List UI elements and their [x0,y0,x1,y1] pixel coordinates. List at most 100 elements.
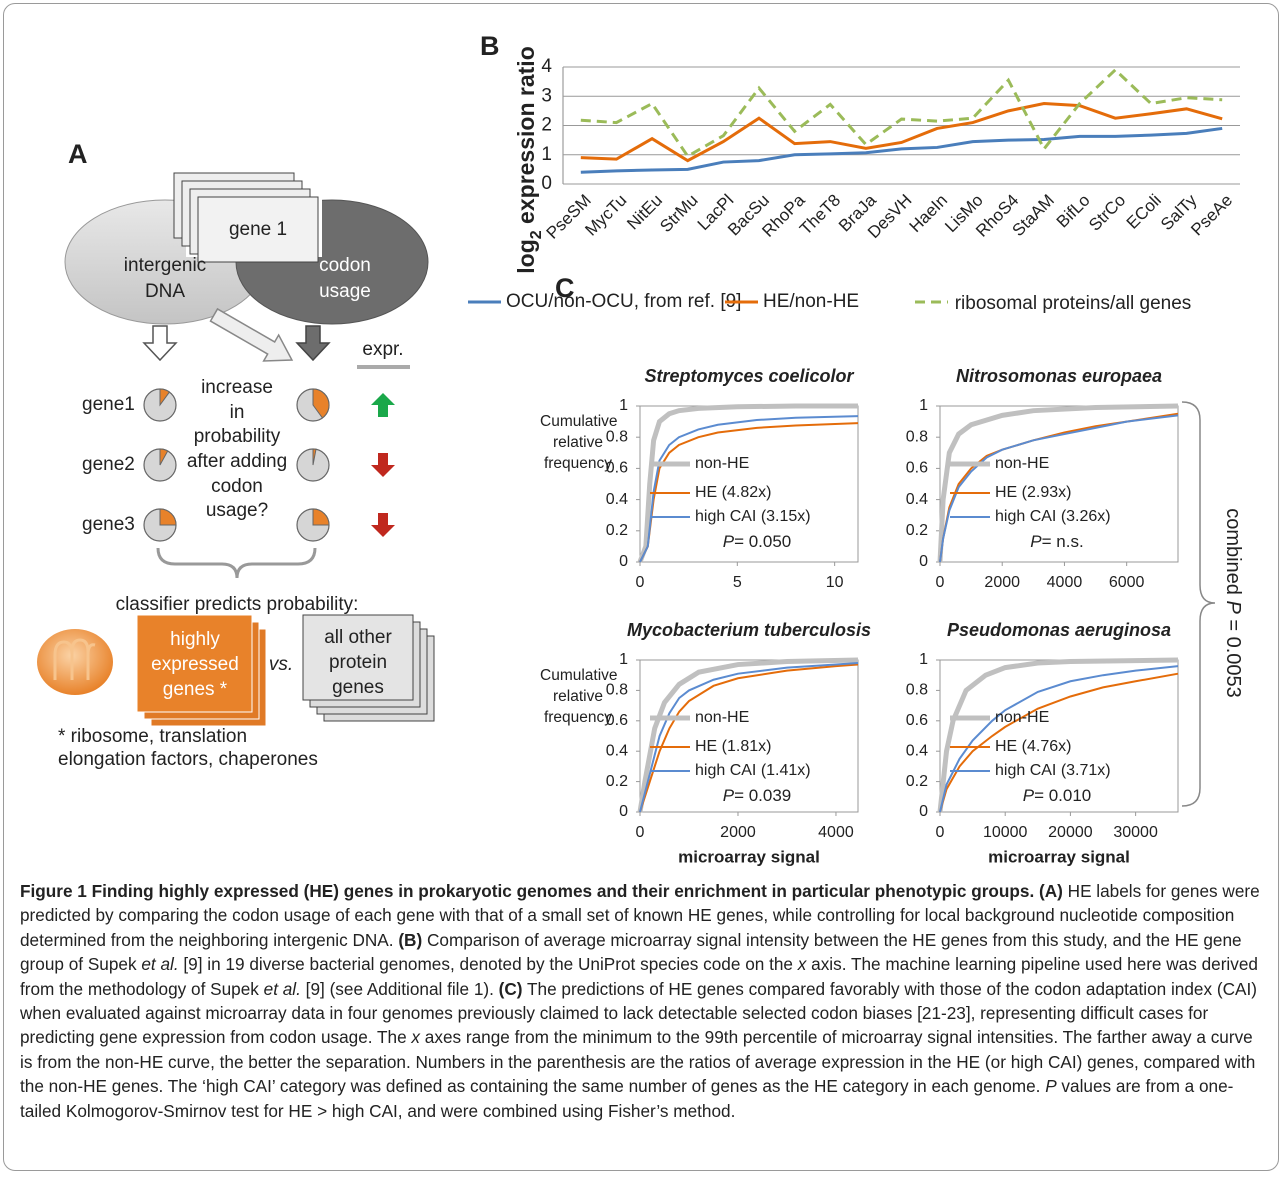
gene-label: gene3 [82,514,135,535]
y-tick-label: 0.6 [906,460,928,477]
arrow [297,326,329,360]
x-tick-label: TheT8 [796,191,844,239]
caption-run: [9] in 19 diverse bacterial genomes, den… [179,954,798,974]
arrow [144,326,176,360]
caption-run: [9] (see Additional file 1). [301,979,499,999]
x-tick-label: BifLo [1053,191,1094,232]
y-axis-label: Cumulative relative frequency [540,665,616,728]
y-tick-label: 1 [919,397,928,414]
x-tick-label: 6000 [1109,574,1145,591]
y-tick-label: 0 [619,803,628,820]
caption-run: et al. [141,954,178,974]
series-line [581,128,1222,172]
x-tick-label: EColi [1123,191,1165,233]
x-tick-label: PseSM [543,191,595,243]
expr-header: expr. [362,339,403,360]
caption-run: (B) [398,930,422,950]
y-tick-label: 1 [541,144,552,165]
y-tick-label: 3 [541,85,552,106]
x-tick-label: 10000 [983,824,1028,841]
y-tick-label: 4 [541,56,552,77]
legend-label: HE/non-HE [763,291,859,312]
y-tick-label: 0.6 [906,712,928,729]
classifier-text: classifier predicts probability: [116,594,359,615]
legend-label: HE (1.81x) [695,738,771,755]
y-label-part: expression ratio [513,46,539,230]
pie-slice [160,509,176,525]
legend-label: high CAI (3.15x) [695,508,811,525]
x-axis-label: microarray signal [678,847,820,866]
p-value-part: P [723,532,735,551]
p-value: P= 0.039 [723,786,792,805]
y-tick-label: 0.2 [606,522,628,539]
x-tick-label: PseAe [1187,191,1236,240]
x-tick-label: 30000 [1113,824,1158,841]
question: usage? [206,500,268,521]
card-text: expressed [151,654,239,675]
x-tick-label: 0 [636,824,645,841]
legend-label: OCU/non-OCU, from ref. [9] [506,291,741,312]
gene-label: gene2 [82,454,135,475]
shape-label: DNA [145,281,185,302]
y-tick-label: 0 [919,553,928,570]
x-tick-label: 2000 [984,574,1020,591]
card-text: genes * [163,679,228,700]
p-value: P= 0.050 [723,532,792,551]
card-text: genes [332,677,384,698]
plot-title: Mycobacterium tuberculosis [627,620,871,640]
y-label-part: 2 [528,230,545,239]
p-value-part: = n.s. [1042,532,1084,551]
y-tick-label: 0.8 [906,682,928,699]
y-tick-label: 0 [541,173,552,194]
plot-title: Streptomyces coelicolor [644,366,854,386]
shape-label: intergenic [124,255,206,276]
legend-label: high CAI (3.71x) [995,762,1111,779]
y-tick-label: 1 [619,651,628,668]
p-value-part: = 0.039 [734,786,791,805]
card-text: all other [324,627,392,648]
y-tick-label: 0.2 [906,773,928,790]
shape-label: codon [319,255,371,276]
combined-part: combined [1222,508,1244,600]
p-value-part: = 0.010 [1034,786,1091,805]
caption-run: Figure 1 Finding highly expressed (HE) g… [20,881,1063,901]
figure-page: A gene 1 intergenic DNA codon usage expr… [0,0,1284,1178]
question: probability [194,426,281,447]
x-tick-label: HaeIn [906,191,952,237]
expression-arrow [371,513,395,537]
p-value-part: = 0.050 [734,532,791,551]
legend-label: HE (4.82x) [695,484,771,501]
card-text: protein [329,652,387,673]
x-axis-label: microarray signal [988,847,1130,866]
legend-label: non-HE [995,455,1049,472]
combined-p: combined P = 0.0053 [1222,508,1244,698]
question: increase [201,377,273,398]
caption-run: P [1045,1076,1056,1096]
y-tick-label: 0 [919,803,928,820]
p-value-part: P [1023,786,1035,805]
legend-label: high CAI (1.41x) [695,762,811,779]
panel-label: B [480,31,500,61]
p-value-part: P [723,786,735,805]
y-label-part: log [513,239,539,274]
y-tick-label: 0.8 [906,428,928,445]
brace [1182,402,1215,806]
y-tick-label: 0.2 [606,773,628,790]
y-tick-label: 0.2 [906,522,928,539]
p-value: P= n.s. [1030,532,1083,551]
figure-caption: Figure 1 Finding highly expressed (HE) g… [20,879,1268,1123]
x-tick-label: StrMu [656,191,701,236]
expression-arrow [371,393,395,417]
plot-title: Pseudomonas aeruginosa [947,620,1171,640]
caption-run: x [411,1027,420,1047]
ribosome-icon [37,629,113,695]
question: codon [211,476,263,497]
y-axis-label: log2 expression ratio [513,46,545,273]
x-tick-label: 0 [936,824,945,841]
y-tick-label: 0.4 [906,742,928,759]
y-tick-label: 1 [619,397,628,414]
panel-label: A [68,139,88,169]
x-tick-label: 10 [826,574,844,591]
vs-text: vs. [269,654,293,675]
y-tick-label: 0 [619,553,628,570]
